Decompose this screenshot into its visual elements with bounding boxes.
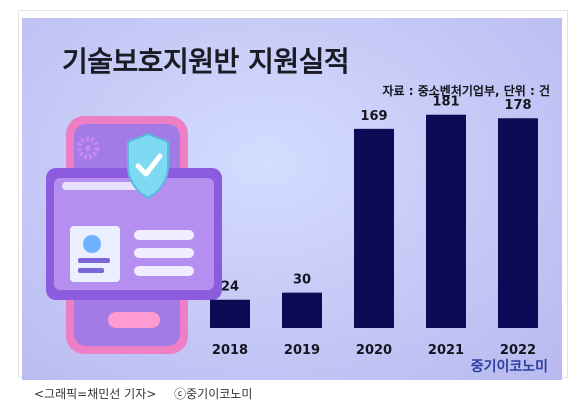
value-labels-group: 24 30 169 181 178 — [221, 95, 532, 295]
value-label-2020: 169 — [360, 109, 387, 124]
bar-2020 — [354, 128, 394, 328]
value-label-2021: 181 — [432, 95, 459, 110]
phone-illustration — [46, 116, 222, 354]
bar-2021 — [426, 114, 466, 328]
bar-2019 — [282, 292, 322, 328]
bars-group — [210, 114, 538, 328]
bar-2018 — [210, 299, 250, 328]
infographic-panel: 기술보호지원반 지원실적 자료 : 중소벤처기업부, 단위 : 건 — [22, 18, 562, 380]
caption-credit: <그래픽=채민선 기자> — [34, 387, 157, 401]
x-tick-2019: 2019 — [284, 343, 320, 358]
value-label-2022: 178 — [504, 98, 531, 113]
image-caption: <그래픽=채민선 기자> ⓒ중기이코노미 — [34, 385, 266, 402]
x-tick-2018: 2018 — [212, 343, 248, 358]
x-tick-2021: 2021 — [428, 343, 464, 358]
value-label-2019: 30 — [293, 273, 311, 288]
caption-copyright: ⓒ중기이코노미 — [174, 387, 253, 401]
x-tick-2022: 2022 — [500, 343, 536, 358]
brand-logo: 중기이코노미 — [470, 359, 548, 375]
bar-chart: 24 30 169 181 178 2018 2019 2020 2021 2022 — [46, 95, 538, 358]
gear-icon — [76, 136, 100, 160]
chart-title: 기술보호지원반 지원실적 — [62, 45, 350, 78]
source-note: 자료 : 중소벤처기업부, 단위 : 건 — [382, 84, 550, 98]
x-tick-2020: 2020 — [356, 343, 392, 358]
value-label-2018: 24 — [221, 280, 239, 295]
bar-2022 — [498, 118, 538, 328]
shield-check-icon — [127, 132, 169, 200]
profile-card-icon — [70, 226, 120, 282]
x-tick-labels-group: 2018 2019 2020 2021 2022 — [212, 343, 536, 358]
